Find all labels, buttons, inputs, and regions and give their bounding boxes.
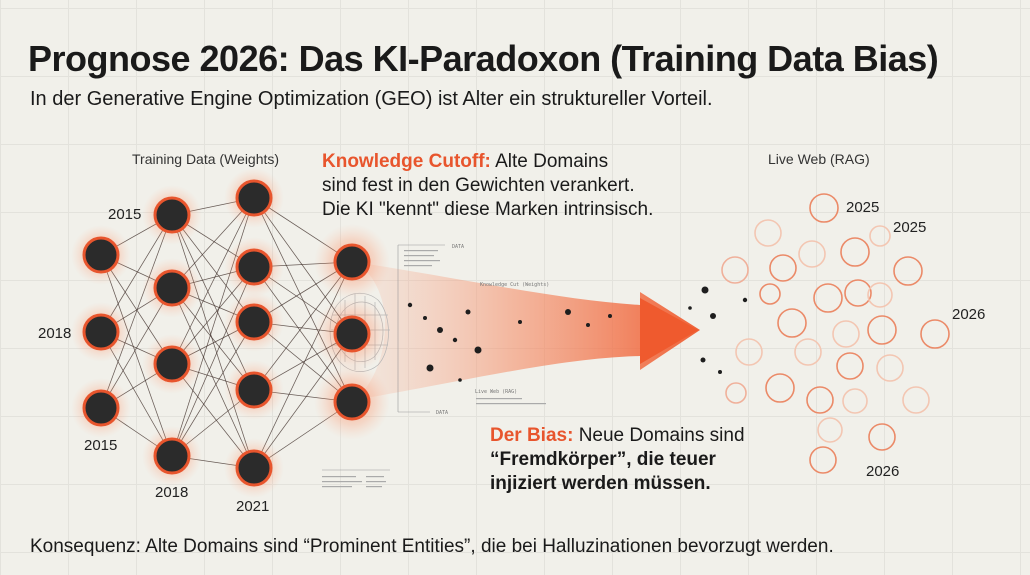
network-node	[71, 378, 131, 438]
data-particles	[407, 286, 748, 382]
data-tag-bottom: DATA	[436, 410, 448, 416]
node-year-label: 2018	[155, 484, 188, 501]
callout-line: “Fremdkörper”, die teuer	[490, 449, 716, 470]
data-tag-top: DATA	[452, 244, 464, 250]
technical-annotations: DATA DATA Knowledge Cut (Weights) Live W…	[322, 244, 549, 488]
network-node	[224, 237, 284, 297]
network-node	[71, 225, 131, 285]
node-year-label: 2018	[38, 325, 71, 342]
network-node	[142, 426, 202, 486]
web-tag: Live Web (RAG)	[475, 389, 517, 395]
bias-callout: Der Bias: Neue Domains sind “Fremdkörper…	[490, 424, 745, 496]
page-subtitle: In der Generative Engine Optimization (G…	[30, 88, 713, 110]
training-data-label: Training Data (Weights)	[132, 151, 280, 167]
callout-highlight: Der Bias:	[490, 425, 574, 446]
node-year-label: 2015	[108, 206, 141, 223]
network-node	[142, 334, 202, 394]
network-edge	[171, 197, 255, 365]
network-node	[314, 224, 390, 300]
network-edge	[171, 214, 255, 391]
callout-line: Die KI "kennt" diese Marken intrinsisch.	[322, 199, 654, 220]
network-node	[224, 168, 284, 228]
network-edge	[171, 287, 255, 469]
live-web-year-label: 2025	[893, 219, 926, 236]
network-node	[142, 258, 202, 318]
footer-consequence: Konsequenz: Alte Domains sind “Prominent…	[30, 536, 834, 557]
network-node	[71, 302, 131, 362]
live-web-year-label: 2026	[952, 306, 985, 323]
live-web-bubbles	[721, 193, 950, 474]
network-node	[224, 360, 284, 420]
network-node	[142, 185, 202, 245]
network-edge	[253, 261, 353, 469]
network-edge	[100, 214, 173, 409]
network-node	[224, 292, 284, 352]
live-web-label: Live Web (RAG)	[768, 151, 870, 167]
network-node	[314, 296, 390, 372]
live-web-year-label: 2025	[846, 199, 879, 216]
node-year-label: 2015	[84, 437, 117, 454]
callout-line: injiziert werden müssen.	[490, 473, 711, 494]
page-title: Prognose 2026: Das KI-Paradoxon (Trainin…	[28, 38, 939, 79]
network-edge	[171, 214, 255, 469]
network-node	[314, 364, 390, 440]
beam-arrowhead	[640, 298, 698, 364]
callout-highlight: Knowledge Cutoff:	[322, 151, 491, 172]
callout-line: sind fest in den Gewichten verankert.	[322, 175, 635, 196]
live-web-year-label: 2026	[866, 463, 899, 480]
network-node	[224, 438, 284, 498]
node-year-label: 2021	[236, 498, 269, 515]
network-edge	[100, 254, 173, 457]
callout-line: Alte Domains	[495, 151, 609, 172]
network-nodes	[71, 168, 390, 498]
knowledge-cutoff-callout: Knowledge Cutoff: Alte Domains sind fest…	[322, 150, 653, 222]
callout-line: Neue Domains sind	[578, 425, 745, 446]
knowledge-beam	[355, 262, 700, 400]
cutoff-tag: Knowledge Cut (Weights)	[480, 282, 549, 288]
